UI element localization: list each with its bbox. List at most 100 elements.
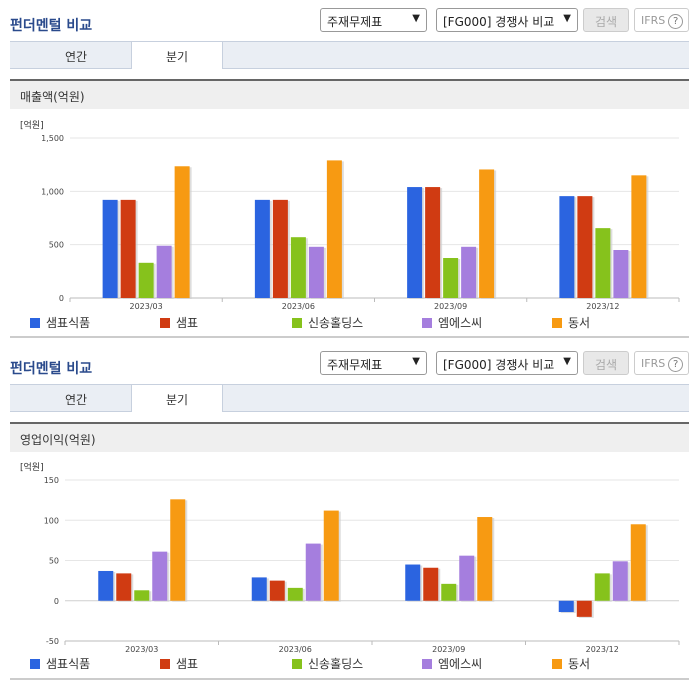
legend-item[interactable]: 신송홀딩스 bbox=[292, 655, 363, 672]
fundamental-section-2: 펀더멘털 비교 주재무제표 ▼ [FG000] 경쟁사 비교 ▼ 검색 IFRS… bbox=[0, 351, 696, 684]
section-divider bbox=[10, 336, 689, 338]
chevron-down-icon: ▼ bbox=[412, 356, 420, 367]
legend-label: 샘표식품 bbox=[46, 657, 91, 671]
bar bbox=[251, 577, 267, 601]
legend-label: 엠에스씨 bbox=[438, 657, 483, 671]
bar bbox=[425, 187, 441, 298]
legend-item[interactable]: 샘표식품 bbox=[30, 655, 90, 672]
bar bbox=[170, 499, 186, 601]
bar bbox=[631, 175, 647, 298]
y-tick-label: 50 bbox=[49, 557, 59, 566]
legend-item[interactable]: 샘표 bbox=[160, 314, 198, 331]
tab-quarterly[interactable]: 분기 bbox=[131, 41, 223, 69]
bar bbox=[477, 517, 493, 601]
help-icon[interactable]: ? bbox=[668, 357, 684, 372]
bar bbox=[479, 169, 495, 298]
legend-swatch bbox=[422, 318, 432, 328]
legend-item[interactable]: 엠에스씨 bbox=[422, 314, 482, 331]
ifrs-button[interactable]: IFRS? bbox=[634, 8, 689, 32]
metric-title: 매출액(억원) bbox=[20, 90, 85, 104]
bar bbox=[138, 262, 154, 298]
legend-swatch bbox=[552, 318, 562, 328]
y-unit-label: [억원] bbox=[20, 119, 44, 131]
help-icon[interactable]: ? bbox=[668, 14, 684, 29]
bar bbox=[441, 583, 457, 601]
legend-item[interactable]: 엠에스씨 bbox=[422, 655, 482, 672]
y-tick-label: 0 bbox=[59, 294, 64, 303]
legend-swatch bbox=[552, 659, 562, 669]
bar bbox=[559, 196, 575, 298]
bar bbox=[287, 587, 303, 601]
bar bbox=[405, 564, 421, 601]
legend-item[interactable]: 샘표식품 bbox=[30, 314, 90, 331]
chart-legend: 샘표식품 샘표 신송홀딩스 엠에스씨 동서 bbox=[30, 655, 670, 671]
y-tick-label: 150 bbox=[44, 476, 59, 485]
bar bbox=[595, 228, 611, 298]
ifrs-button[interactable]: IFRS? bbox=[634, 351, 689, 375]
legend-swatch bbox=[292, 318, 302, 328]
y-tick-label: 1,000 bbox=[41, 187, 64, 196]
bar bbox=[174, 166, 190, 298]
chevron-down-icon: ▼ bbox=[412, 13, 420, 24]
y-tick-label: 0 bbox=[54, 597, 59, 606]
y-tick-label: 1,500 bbox=[41, 134, 64, 143]
bar bbox=[612, 561, 628, 601]
y-tick-label: -50 bbox=[46, 637, 59, 646]
bar bbox=[459, 555, 475, 601]
bar bbox=[423, 567, 439, 601]
section-divider bbox=[10, 678, 689, 680]
search-button[interactable]: 검색 bbox=[583, 8, 629, 32]
search-button[interactable]: 검색 bbox=[583, 351, 629, 375]
tab-quarterly[interactable]: 분기 bbox=[131, 384, 223, 412]
y-tick-label: 100 bbox=[44, 516, 59, 525]
bar bbox=[254, 199, 270, 298]
metric-subheader: 영업이익(억원) bbox=[10, 422, 689, 452]
bar bbox=[290, 237, 306, 298]
bar bbox=[120, 199, 136, 298]
chevron-down-icon: ▼ bbox=[563, 13, 571, 24]
legend-label: 신송홀딩스 bbox=[308, 316, 364, 330]
period-tabs: 연간 분기 bbox=[10, 384, 689, 412]
revenue-bar-chart: [억원] 0 500 1,000 1,500 2023/03 2023/06 2023/09 2… bbox=[20, 119, 680, 311]
tab-annual[interactable]: 연간 bbox=[64, 393, 88, 407]
x-tick-label: 2023/03 bbox=[125, 645, 158, 654]
legend-swatch bbox=[160, 318, 170, 328]
bar bbox=[272, 199, 288, 298]
statement-select[interactable]: 주재무제표 ▼ bbox=[320, 8, 427, 32]
x-tick-label: 2023/06 bbox=[282, 302, 315, 311]
ifrs-label: IFRS bbox=[641, 14, 666, 27]
legend-item[interactable]: 신송홀딩스 bbox=[292, 314, 363, 331]
metric-subheader: 매출액(억원) bbox=[10, 79, 689, 109]
x-tick-label: 2023/09 bbox=[434, 302, 467, 311]
legend-item[interactable]: 동서 bbox=[552, 314, 590, 331]
bar bbox=[613, 250, 629, 298]
bar bbox=[269, 580, 285, 601]
statement-select[interactable]: 주재무제표 ▼ bbox=[320, 351, 427, 375]
x-tick-label: 2023/09 bbox=[432, 645, 465, 654]
legend-label: 샘표 bbox=[176, 316, 199, 330]
tab-annual[interactable]: 연간 bbox=[64, 50, 88, 64]
x-tick-label: 2023/06 bbox=[279, 645, 312, 654]
metric-title: 영업이익(억원) bbox=[20, 433, 96, 447]
bar bbox=[152, 551, 168, 601]
legend-item[interactable]: 샘표 bbox=[160, 655, 198, 672]
bar bbox=[594, 573, 610, 601]
legend-swatch bbox=[292, 659, 302, 669]
bar bbox=[576, 600, 592, 617]
section-title: 펀더멘털 비교 bbox=[10, 18, 93, 34]
statement-select-value: 주재무제표 bbox=[327, 358, 383, 372]
section-header: 펀더멘털 비교 주재무제표 ▼ [FG000] 경쟁사 비교 ▼ 검색 IFRS… bbox=[0, 8, 696, 38]
bar bbox=[308, 246, 324, 298]
legend-swatch bbox=[30, 659, 40, 669]
legend-swatch bbox=[160, 659, 170, 669]
y-unit-label: [억원] bbox=[20, 461, 44, 473]
compare-select[interactable]: [FG000] 경쟁사 비교 ▼ bbox=[436, 351, 578, 375]
compare-select-value: [FG000] 경쟁사 비교 bbox=[443, 15, 555, 29]
bar bbox=[323, 510, 339, 601]
bar bbox=[630, 524, 646, 601]
compare-select[interactable]: [FG000] 경쟁사 비교 ▼ bbox=[436, 8, 578, 32]
bar bbox=[461, 246, 477, 298]
legend-label: 엠에스씨 bbox=[438, 316, 483, 330]
bar bbox=[134, 590, 150, 601]
legend-item[interactable]: 동서 bbox=[552, 655, 590, 672]
